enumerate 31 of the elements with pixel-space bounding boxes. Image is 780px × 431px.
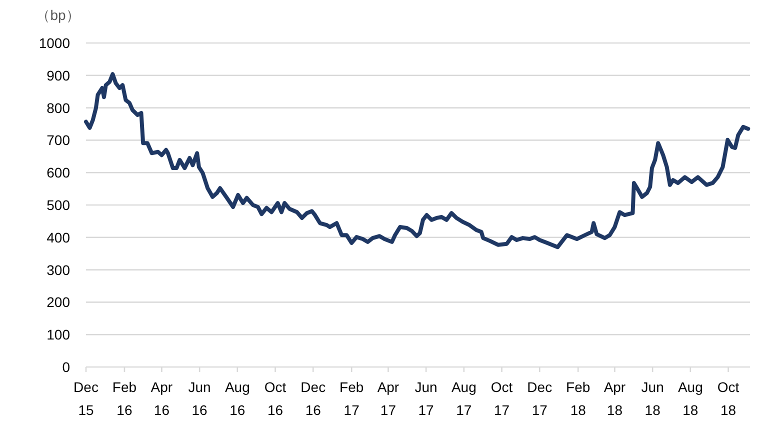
x-tick-label: Oct 16 (264, 379, 286, 418)
x-tick-label: Feb 18 (566, 379, 590, 418)
x-tick-label: Jun 18 (641, 379, 664, 418)
x-tick-label: Dec 15 (74, 379, 98, 418)
line-series (84, 72, 750, 250)
y-tick-label: 600 (46, 164, 70, 181)
x-tick-label: Dec 16 (300, 379, 326, 418)
x-tick-label: Feb 17 (340, 379, 364, 418)
y-tick-label: 700 (46, 132, 70, 148)
y-tick-label: 200 (46, 294, 70, 310)
y-tick-label: 100 (46, 326, 70, 343)
y-tick-label: 400 (46, 229, 70, 246)
y-axis-title: （bp） (36, 7, 80, 23)
x-tick-label: Apr 16 (150, 379, 173, 418)
x-tick-label: Apr 18 (604, 379, 626, 418)
x-tick-label: Aug 16 (224, 379, 250, 418)
x-tick-label: Apr 17 (377, 379, 400, 418)
x-tick-label: Aug 17 (451, 379, 476, 418)
x-tick-label: Aug 18 (678, 379, 703, 418)
x-tick-label: Jun 16 (188, 379, 211, 418)
y-tick-label: 1000 (38, 35, 70, 51)
y-tick-label: 300 (46, 262, 70, 278)
y-tick-label: 500 (46, 197, 70, 213)
y-tick-label: 900 (46, 67, 70, 84)
y-tick-label: 0 (62, 359, 70, 375)
x-tick-label: Feb 16 (112, 379, 137, 418)
y-tick-label: 800 (46, 100, 70, 116)
x-tick-label: Jun 17 (414, 379, 438, 418)
x-tick-label: Dec 17 (527, 379, 552, 418)
x-tick-label: Oct 18 (717, 379, 740, 418)
x-tick-label: Oct 17 (490, 379, 513, 418)
